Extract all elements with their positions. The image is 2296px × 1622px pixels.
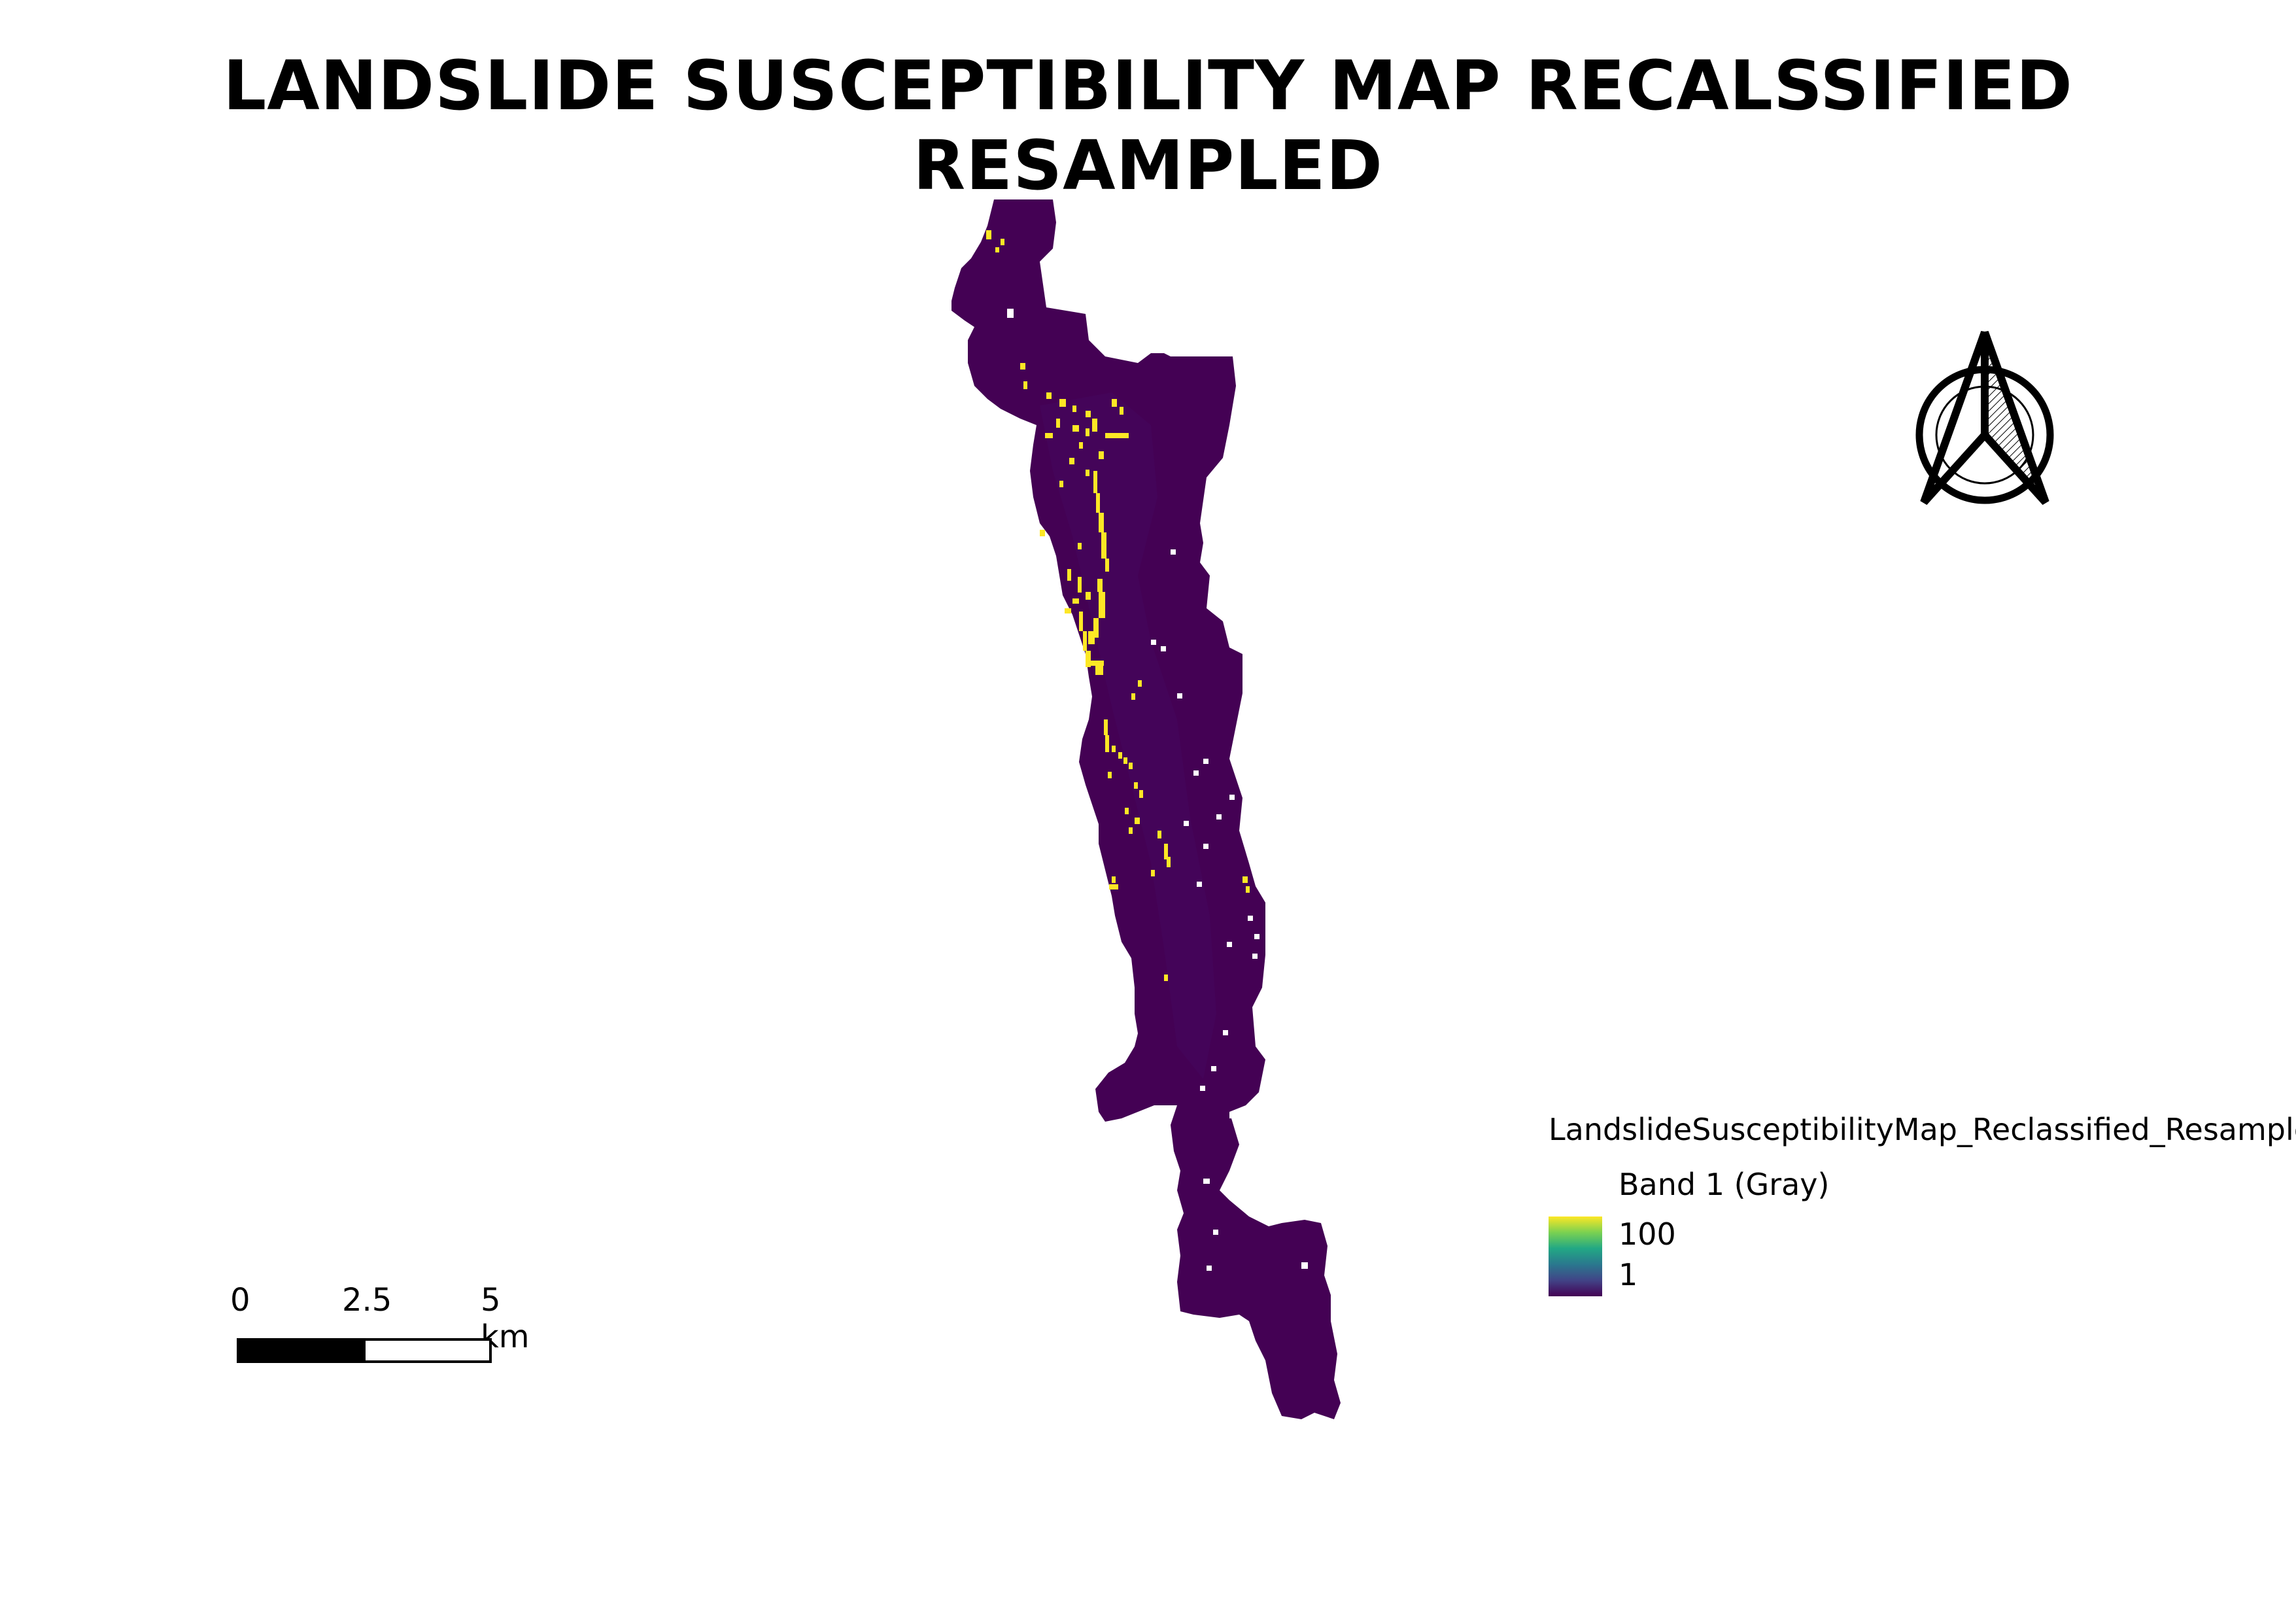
scale-bar: 0 2.5 5 km <box>222 1282 530 1373</box>
legend-color-ramp <box>1549 1216 1602 1296</box>
legend: LandslideSusceptibilityMap_Reclassified_… <box>1549 1112 2296 1308</box>
legend-layer-name: LandslideSusceptibilityMap_Reclassified_… <box>1549 1112 2296 1147</box>
nodata-cells <box>1007 309 1308 1271</box>
scale-label-mid: 2.5 <box>342 1282 392 1319</box>
map-title: LANDSLIDE SUSCEPTIBILITY MAP RECALSSIFIE… <box>223 46 2073 205</box>
study-area-texture <box>1040 392 1216 1079</box>
legend-band-label: Band 1 (Gray) <box>1619 1167 1830 1202</box>
scale-label-0: 0 <box>230 1282 250 1319</box>
legend-max-label: 100 <box>1619 1216 1676 1252</box>
north-arrow-icon <box>1915 330 2054 506</box>
scale-bar-graphic <box>237 1338 492 1363</box>
high-susceptibility-cells <box>986 230 1250 981</box>
legend-min-label: 1 <box>1619 1257 1638 1292</box>
